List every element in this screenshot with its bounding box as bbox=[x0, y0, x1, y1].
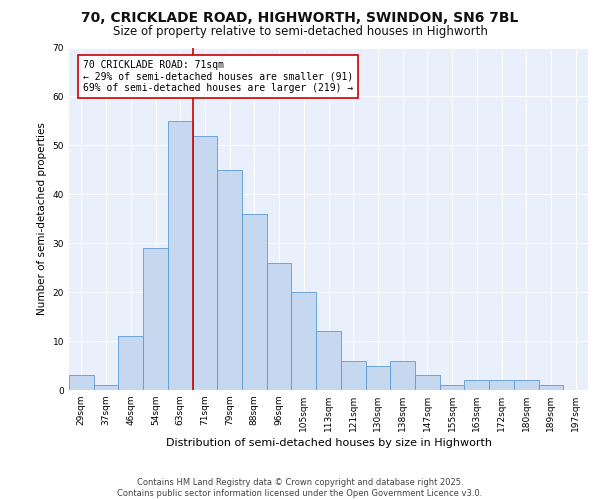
Bar bbox=[316, 332, 341, 390]
Bar bbox=[464, 380, 489, 390]
Bar bbox=[94, 385, 118, 390]
Bar bbox=[267, 263, 292, 390]
Bar bbox=[69, 376, 94, 390]
Text: 70 CRICKLADE ROAD: 71sqm
← 29% of semi-detached houses are smaller (91)
69% of s: 70 CRICKLADE ROAD: 71sqm ← 29% of semi-d… bbox=[83, 60, 353, 93]
Bar bbox=[292, 292, 316, 390]
Bar bbox=[242, 214, 267, 390]
Bar bbox=[489, 380, 514, 390]
Bar bbox=[168, 121, 193, 390]
Bar bbox=[341, 360, 365, 390]
Text: Contains HM Land Registry data © Crown copyright and database right 2025.
Contai: Contains HM Land Registry data © Crown c… bbox=[118, 478, 482, 498]
Bar bbox=[440, 385, 464, 390]
Bar bbox=[514, 380, 539, 390]
Bar bbox=[217, 170, 242, 390]
Bar bbox=[193, 136, 217, 390]
Bar bbox=[365, 366, 390, 390]
Bar bbox=[539, 385, 563, 390]
Bar bbox=[143, 248, 168, 390]
X-axis label: Distribution of semi-detached houses by size in Highworth: Distribution of semi-detached houses by … bbox=[166, 438, 491, 448]
Y-axis label: Number of semi-detached properties: Number of semi-detached properties bbox=[37, 122, 47, 315]
Text: 70, CRICKLADE ROAD, HIGHWORTH, SWINDON, SN6 7BL: 70, CRICKLADE ROAD, HIGHWORTH, SWINDON, … bbox=[82, 11, 518, 25]
Text: Size of property relative to semi-detached houses in Highworth: Size of property relative to semi-detach… bbox=[113, 25, 487, 38]
Bar bbox=[390, 360, 415, 390]
Bar bbox=[415, 376, 440, 390]
Bar bbox=[118, 336, 143, 390]
